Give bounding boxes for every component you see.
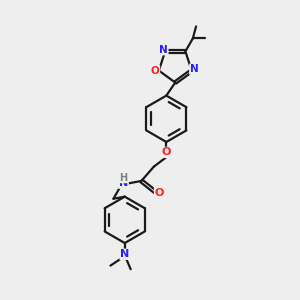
Text: N: N bbox=[190, 64, 198, 74]
Text: N: N bbox=[119, 178, 128, 188]
Text: H: H bbox=[119, 173, 128, 183]
Text: N: N bbox=[120, 249, 129, 259]
Text: O: O bbox=[151, 66, 160, 76]
Text: N: N bbox=[159, 45, 168, 55]
Text: O: O bbox=[154, 188, 164, 198]
Text: O: O bbox=[162, 147, 171, 158]
